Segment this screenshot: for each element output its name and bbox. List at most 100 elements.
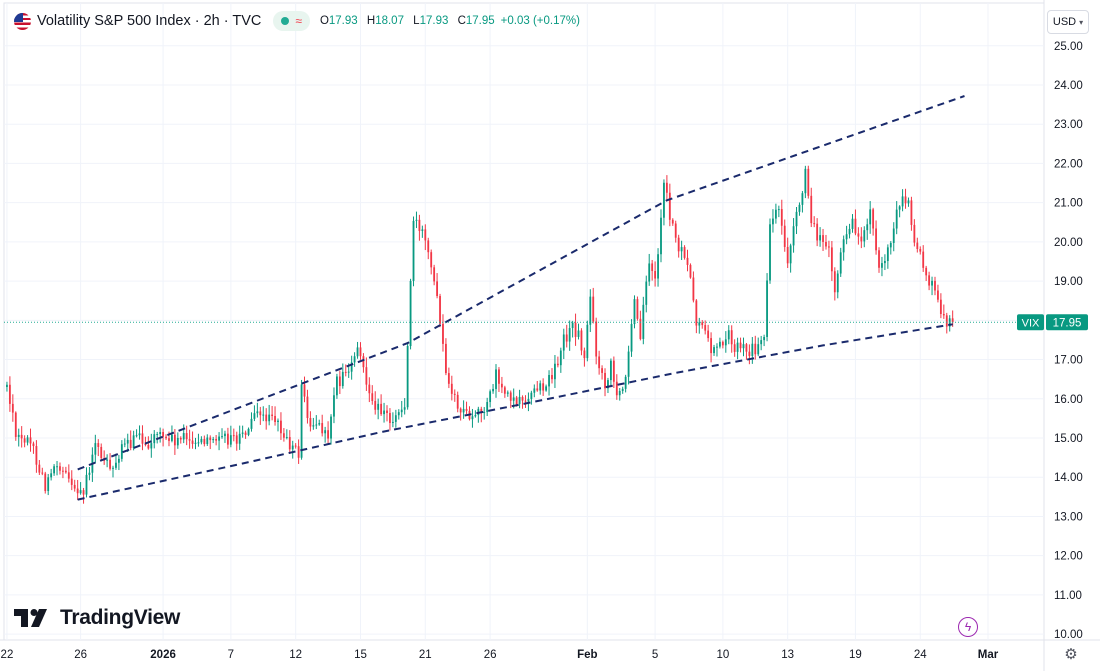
candle-body [945,315,948,327]
y-tick-label: 11.00 [1054,590,1082,602]
candle-body [38,464,41,473]
candle-body [565,334,568,342]
candle-body [391,421,394,423]
y-tick-label: 13.00 [1054,511,1083,523]
candle-body [645,281,648,305]
candle-body [810,195,813,224]
candle-body [704,325,707,331]
candle-body [542,383,545,391]
candle-body [916,242,919,249]
candle-body [215,439,218,441]
candle-body [698,322,701,326]
candle-body [241,432,244,434]
high-value: 18.07 [375,15,404,27]
candle-body [56,466,58,468]
symbol-tag-bg [1017,314,1044,331]
candle-body [359,347,362,357]
lightning-icon[interactable]: ϟ [958,617,978,637]
candle-body [692,277,695,301]
open-value: 17.93 [328,15,358,27]
candle-body [324,430,327,434]
candle-body [898,206,901,210]
candle-body [8,384,11,404]
candle-body [341,371,344,387]
candle-body [598,356,601,369]
market-status-pill[interactable]: ≈ [273,11,310,31]
candle-body [665,182,668,193]
candle-body [777,209,780,211]
plot-frame [3,2,1045,641]
candle-body [630,324,633,352]
candle-body [465,408,468,411]
candle-body [412,220,415,281]
candle-body [839,252,842,274]
candle-body [922,251,925,268]
candle-body [745,344,748,352]
candle-body [265,414,268,422]
candle-body [303,384,306,397]
market-status-dot-icon [281,17,290,25]
x-tick-label: 2026 [150,649,176,661]
candle-body [583,350,586,359]
candle-body [389,413,391,423]
candle-body [913,224,916,243]
candle-body [498,369,500,384]
candle-body [907,200,910,204]
x-tick-label: 15 [354,649,367,661]
candle-body [937,290,939,300]
candle-body [368,384,371,394]
candle-body [59,466,61,471]
candle-body [47,477,50,492]
candle-body [580,330,583,351]
lower-trendline[interactable] [77,323,953,501]
x-tick-label: 22 [1,649,14,661]
x-tick-label: 12 [289,649,302,661]
tradingview-logo[interactable]: TradingView [14,606,180,630]
chart-header: Volatility S&P 500 Index · 2h · TVC ≈ O1… [14,9,580,33]
candle-body [383,410,385,415]
candle-body [176,437,179,446]
upper-trendline[interactable] [77,95,965,471]
candle-body [536,388,539,391]
candle-body [76,488,79,494]
candle-body [439,296,441,324]
price-tag-value: 17.95 [1053,317,1082,329]
candle-body [433,267,436,282]
currency-selector[interactable]: USD ▾ [1047,10,1089,34]
candle-body [212,439,215,441]
candle-body [67,472,70,479]
x-tick-label: Feb [577,649,597,661]
candle-body [878,250,880,268]
x-tick-label: 26 [74,649,87,661]
candle-body [719,341,721,347]
candle-body [772,218,774,225]
candle-body [651,263,654,272]
candle-body [601,368,603,373]
candle-body [789,245,792,264]
candle-body [742,344,745,349]
candle-body [939,299,942,314]
y-tick-label: 14.00 [1054,472,1083,484]
candle-body [26,437,29,443]
candle-body [707,330,710,339]
candle-body [132,435,135,449]
candle-body [822,235,824,242]
candle-body [471,416,474,420]
candle-body [819,235,822,241]
candle-body [657,254,659,279]
candle-body [615,381,618,396]
candle-body [730,330,733,345]
gear-icon[interactable]: ⚙ [1064,646,1078,663]
candle-body [721,341,724,346]
candle-body [362,356,365,368]
candle-body [456,394,459,409]
candle-body [515,397,518,405]
candle-body [633,299,636,325]
candle-body [636,299,639,319]
candle-body [206,437,209,445]
candle-body [663,182,665,218]
symbol-title[interactable]: Volatility S&P 500 Index · 2h · TVC [37,13,262,29]
candle-body [872,209,875,229]
candle-body [365,367,368,385]
